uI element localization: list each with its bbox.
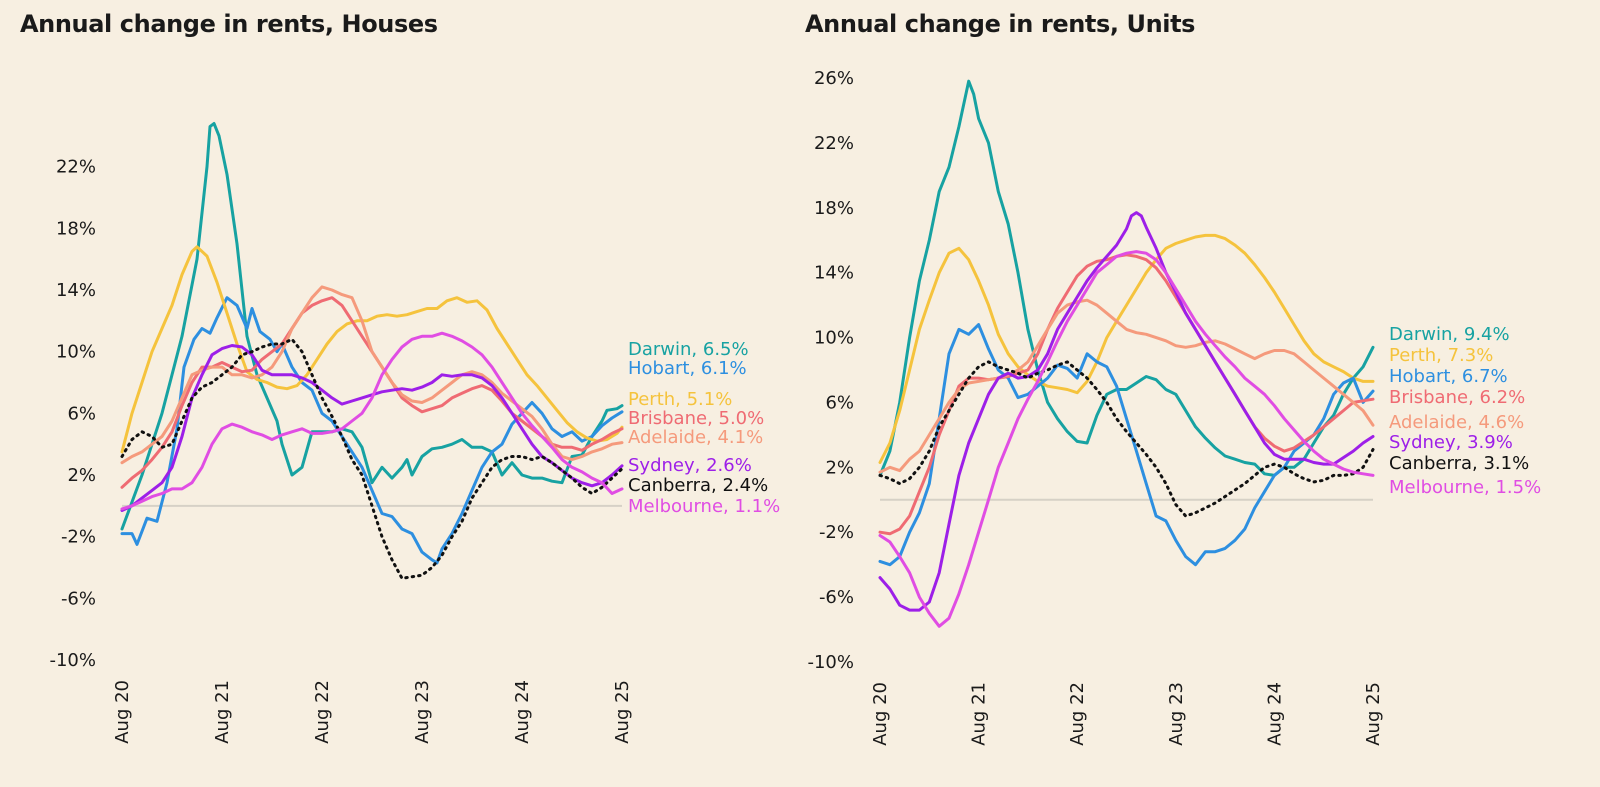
houses-y-tick-label: 18% (56, 218, 96, 239)
houses-y-tick-label: -6% (61, 588, 96, 609)
units-end-label-adelaide: Adelaide, 4.6% (1389, 412, 1524, 433)
units-end-label-darwin: Darwin, 9.4% (1389, 324, 1510, 345)
units-series-line-melbourne (878, 250, 1375, 628)
units-end-label-sydney: Sydney, 3.9% (1389, 432, 1513, 453)
units-y-tick-label: -10% (807, 652, 854, 673)
units-y-tick-label: 14% (814, 263, 854, 284)
houses-series-line-canberra (120, 337, 624, 580)
houses-end-label-darwin: Darwin, 6.5% (628, 339, 749, 360)
houses-end-label-hobart: Hobart, 6.1% (628, 358, 747, 379)
units-chart: -10% -6% -2% 2% 6% 10% 14% 18% 22% 26% Aug 20 Aug 2… (807, 68, 1541, 746)
houses-end-label-adelaide: Adelaide, 4.1% (628, 427, 763, 448)
houses-series-line-darwin (120, 122, 624, 531)
units-end-label-melbourne: Melbourne, 1.5% (1389, 477, 1541, 498)
houses-y-tick-label: 10% (56, 342, 96, 363)
houses-y-tick-label: 6% (67, 403, 96, 424)
units-y-tick-label: 10% (814, 328, 854, 349)
houses-x-tick-label: Aug 22 (312, 680, 333, 744)
units-series-line-brisbane (878, 253, 1375, 536)
houses-y-tick-label: -2% (61, 527, 96, 548)
houses-end-label-sydney: Sydney, 2.6% (628, 455, 752, 476)
units-chart-title: Annual change in rents, Units (805, 10, 1196, 38)
units-x-tick-label: Aug 25 (1363, 682, 1384, 746)
units-y-tick-label: -6% (819, 587, 854, 608)
houses-x-tick-label: Aug 20 (112, 680, 133, 744)
houses-x-tick-label: Aug 25 (612, 680, 633, 744)
houses-y-tick-label: 22% (56, 157, 96, 178)
houses-x-tick-label: Aug 24 (512, 680, 533, 744)
units-y-tick-label: 18% (814, 198, 854, 219)
houses-series-line-perth (120, 245, 624, 454)
units-end-label-perth: Perth, 7.3% (1389, 345, 1493, 366)
units-end-label-canberra: Canberra, 3.1% (1389, 453, 1529, 474)
houses-end-label-perth: Perth, 5.1% (628, 389, 732, 410)
units-series-line-sydney (878, 211, 1375, 612)
units-x-tick-label: Aug 23 (1166, 682, 1187, 746)
houses-end-label-canberra: Canberra, 2.4% (628, 475, 768, 496)
units-y-tick-label: 6% (825, 392, 854, 413)
units-x-tick-label: Aug 22 (1067, 682, 1088, 746)
houses-x-tick-label: Aug 21 (212, 680, 233, 744)
houses-end-label-melbourne: Melbourne, 1.1% (628, 496, 780, 517)
units-series-line-canberra (878, 360, 1375, 518)
units-x-tick-label: Aug 21 (969, 682, 990, 746)
units-x-tick-label: Aug 24 (1264, 682, 1285, 746)
houses-chart: -10% -6% -2% 2% 6% 10% 14% 18% 22% Aug 20 Aug 21 Au… (49, 122, 780, 744)
houses-series-line-melbourne (120, 331, 624, 511)
houses-y-tick-label: -10% (49, 650, 96, 671)
units-end-label-hobart: Hobart, 6.7% (1389, 366, 1508, 387)
houses-y-tick-label: 2% (67, 465, 96, 486)
units-x-tick-label: Aug 20 (870, 682, 891, 746)
houses-end-label-brisbane: Brisbane, 5.0% (628, 408, 764, 429)
houses-chart-title: Annual change in rents, Houses (20, 10, 438, 38)
units-y-tick-label: 22% (814, 133, 854, 154)
houses-series-line-sydney (120, 344, 624, 512)
units-end-label-brisbane: Brisbane, 6.2% (1389, 387, 1525, 408)
houses-x-tick-label: Aug 23 (412, 680, 433, 744)
units-series-line-hobart (878, 323, 1375, 567)
houses-y-tick-label: 14% (56, 280, 96, 301)
units-y-tick-label: -2% (819, 522, 854, 543)
units-series-line-perth (878, 233, 1375, 464)
units-y-tick-label: 26% (814, 68, 854, 89)
units-y-tick-label: 2% (825, 457, 854, 478)
units-series-line-darwin (878, 79, 1375, 477)
houses-series-line-hobart (120, 296, 624, 565)
